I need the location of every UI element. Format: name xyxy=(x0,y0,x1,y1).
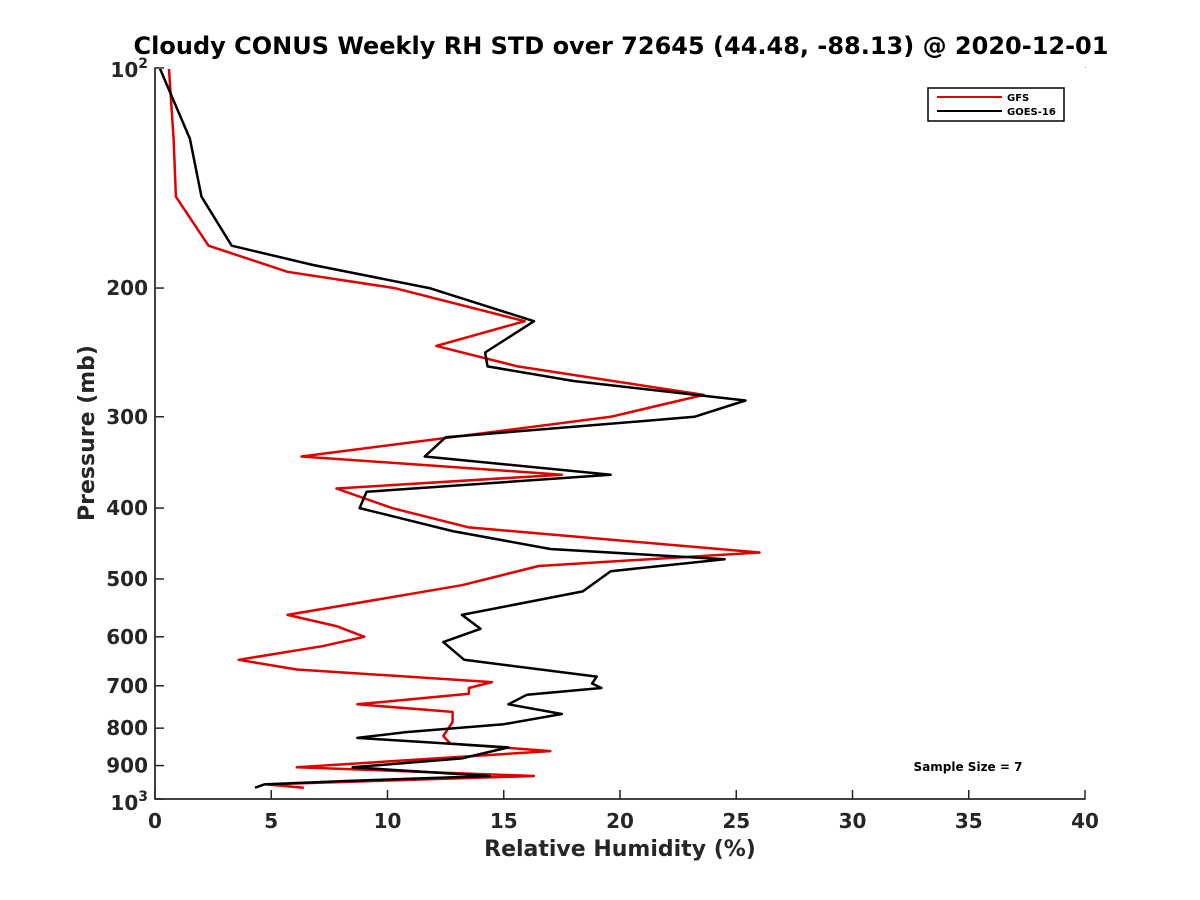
y-tick-label: 400 xyxy=(106,496,148,520)
x-tick-label: 35 xyxy=(955,809,983,833)
x-tick-label: 25 xyxy=(722,809,750,833)
y-bottom-tick-label: 103 xyxy=(110,789,148,815)
x-tick-label: 5 xyxy=(264,809,278,833)
legend: GFS GOES-16 xyxy=(927,87,1065,122)
y-tick-label: 500 xyxy=(106,567,148,591)
x-tick-label: 0 xyxy=(148,809,162,833)
y-tick-label: 200 xyxy=(106,276,148,300)
sample-size-annotation: Sample Size = 7 xyxy=(914,760,1023,774)
legend-label-gfs: GFS xyxy=(1007,93,1029,104)
y-axis-label: Pressure (mb) xyxy=(75,345,100,521)
legend-label-goes16: GOES-16 xyxy=(1007,107,1056,118)
plot-frame xyxy=(154,67,1086,800)
y-tick-label: 300 xyxy=(106,405,148,429)
x-tick-label: 15 xyxy=(490,809,518,833)
chart-title: Cloudy CONUS Weekly RH STD over 72645 (4… xyxy=(134,32,1109,60)
series-line-goes16 xyxy=(158,67,747,789)
y-tick-label: 700 xyxy=(106,674,148,698)
y-axis-ticks: 200 300 400 500 600 700 800 900 xyxy=(106,67,164,800)
legend-box xyxy=(927,87,1065,122)
series-line-gfs xyxy=(167,67,761,789)
x-tick-label: 40 xyxy=(1071,809,1099,833)
y-tick-label: 800 xyxy=(106,716,148,740)
x-axis-label: Relative Humidity (%) xyxy=(484,837,756,862)
series-layer xyxy=(158,67,761,789)
x-axis-ticks: 0 5 10 15 20 25 30 35 40 xyxy=(148,790,1099,833)
y-tick-label: 600 xyxy=(106,625,148,649)
y-tick-label: 900 xyxy=(106,754,148,778)
x-tick-label: 30 xyxy=(839,809,867,833)
x-tick-label: 20 xyxy=(606,809,634,833)
x-tick-label: 10 xyxy=(374,809,402,833)
y-top-tick-label: 102 xyxy=(110,56,148,82)
